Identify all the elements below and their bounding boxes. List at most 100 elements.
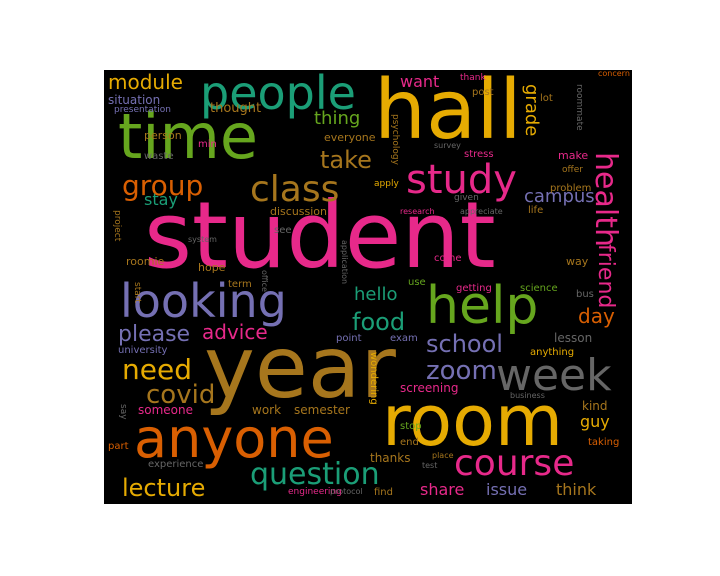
word-offer: offer [562,165,583,175]
word-given: given [454,193,479,203]
word-looking: looking [120,274,287,328]
word-hall: hall [374,70,522,158]
word-everyone: everyone [324,131,376,144]
word-end: end [400,437,419,448]
word-thought: thought [210,101,262,116]
word-issue: issue [486,480,528,499]
word-say: say [118,404,128,420]
word-survey: survey [434,141,461,150]
word-research: research [400,207,435,216]
word-see: see [274,225,292,236]
word-year: year [204,318,396,418]
word-come: come [434,253,462,264]
word-situation: situation [108,93,161,107]
word-use: use [408,277,426,288]
word-campus: campus [524,186,595,207]
word-room: room [382,380,564,462]
word-advice: advice [202,320,268,344]
word-hope: hope [198,261,226,274]
word-kind: kind [582,399,608,413]
word-concern: concern [598,70,630,78]
word-post: post [472,87,494,98]
word-time: time [118,100,259,173]
word-lesson: lesson [554,331,593,345]
word-people: people [200,70,356,120]
word-stay: stay [144,190,178,209]
word-guy: guy [580,412,610,431]
word-anything: anything [530,347,575,358]
word-university: university [118,345,168,356]
word-covid: covid [146,380,216,410]
word-bus: bus [576,289,594,300]
word-please: please [118,322,191,347]
word-discussion: discussion [270,205,328,218]
word-place: place [432,451,454,460]
word-presentation: presentation [114,105,171,115]
word-lot: lot [540,93,553,104]
word-school: school [426,330,503,358]
word-start: start [132,282,142,303]
word-stop: stop [400,421,422,432]
word-week: week [496,350,612,401]
word-food: food [352,308,406,336]
word-point: point [336,333,362,344]
word-min: min [198,139,217,150]
word-someone: someone [138,403,193,417]
word-getting: getting [456,283,492,294]
word-appreciate: appreciate [460,207,503,216]
word-protocol: protocol [330,487,363,496]
word-life: life [528,205,544,216]
word-thank: thank [460,73,486,83]
word-screening: screening [400,381,459,395]
word-grade: grade [521,84,542,137]
word-study: study [406,157,517,203]
word-help: help [426,276,539,336]
word-roommate: roommate [574,84,584,131]
word-taking: taking [588,437,620,448]
word-experience: experience [148,459,204,470]
word-psychology: psychology [390,114,400,165]
word-engineering: engineering [288,487,342,497]
word-anyone: anyone [134,407,334,470]
word-problem: problem [550,183,592,194]
word-day: day [578,304,615,328]
word-class: class [250,169,340,210]
word-course: course [454,443,575,484]
word-lecture: lecture [122,474,206,502]
word-person: person [144,129,182,142]
word-project: project [112,210,122,242]
word-roomie: roomie [126,255,165,268]
word-zoom: zoom [426,356,497,386]
word-office: office [260,270,269,292]
word-application: application [340,240,349,285]
word-want: want [400,72,440,91]
word-semester: semester [294,403,350,417]
word-thing: thing [314,108,361,129]
word-think: think [556,480,597,499]
word-system: system [188,235,217,244]
word-take: take [320,146,372,174]
word-need: need [122,353,192,386]
word-group: group [122,169,204,202]
word-friend: friend [593,244,618,309]
word-find: find [374,487,393,498]
word-thanks: thanks [370,451,411,465]
word-term: term [228,279,252,290]
word-work: work [252,403,282,417]
word-module: module [108,70,183,94]
word-cloud: student year hall room time anyone help … [104,70,632,504]
word-exam: exam [390,333,418,344]
word-student: student [144,182,496,289]
word-stress: stress [464,149,494,160]
word-way: way [566,255,589,268]
word-share: share [420,480,465,499]
word-health: health [588,152,623,247]
word-apply: apply [374,179,399,189]
word-business: business [510,391,545,400]
word-hello: hello [354,284,398,305]
word-make: make [558,149,589,162]
word-wondering: wondering [368,352,379,405]
word-waste: waste [144,151,174,162]
word-question: question [250,457,380,492]
word-test: test [422,461,438,470]
